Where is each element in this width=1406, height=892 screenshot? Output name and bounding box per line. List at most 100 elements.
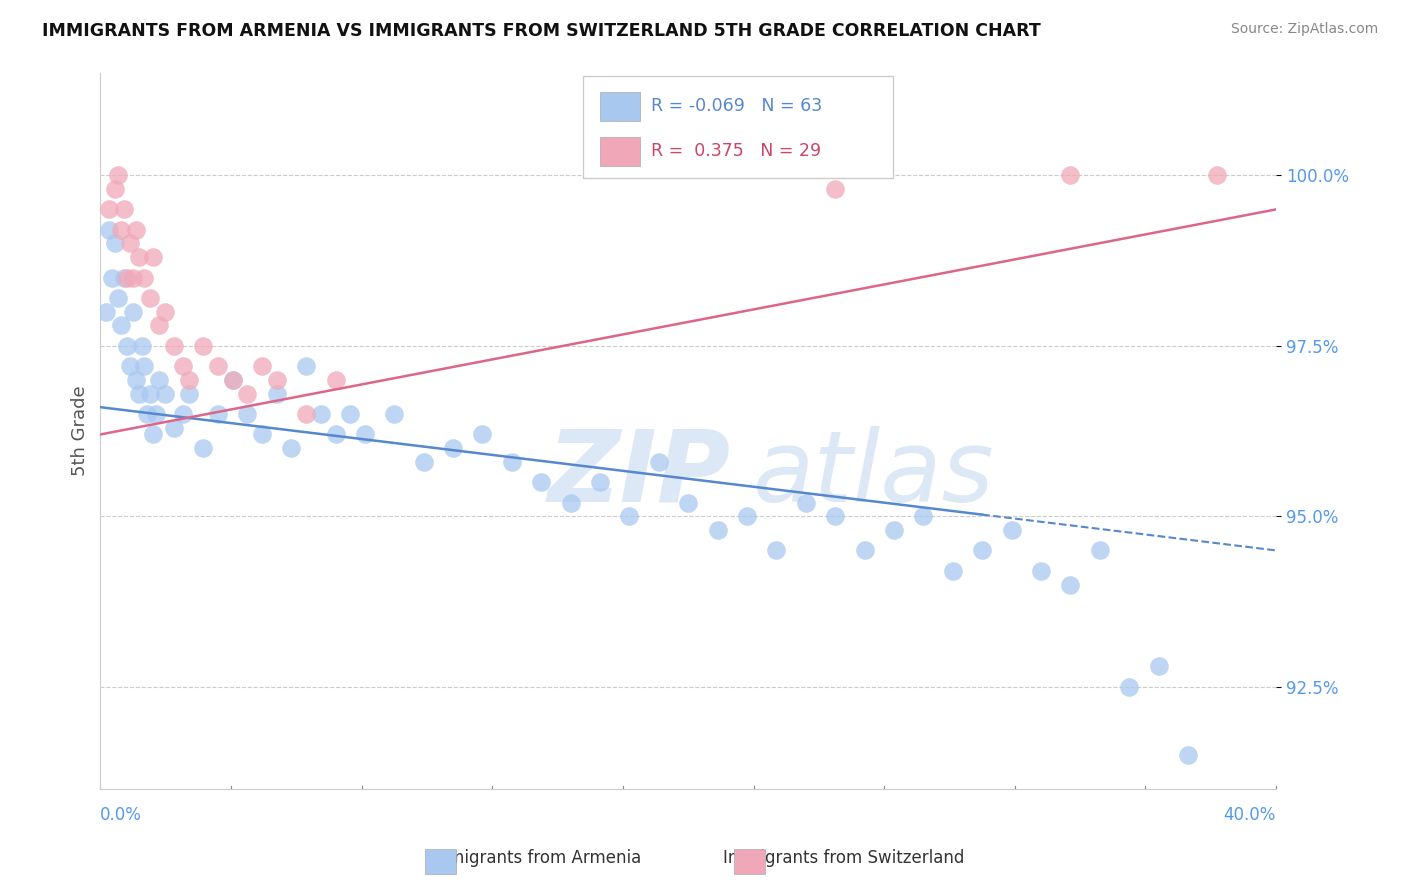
Point (142, 427, 165, 442)
Point (382, 407, 405, 421)
Point (824, 182, 846, 196)
Point (98, 202, 121, 217)
Point (121, 270, 143, 285)
Point (142, 250, 165, 264)
Point (236, 386, 259, 401)
Text: R = -0.069   N = 63: R = -0.069 N = 63 (651, 97, 823, 115)
Point (96, 304, 118, 318)
Point (735, 509, 758, 524)
Point (266, 386, 288, 401)
Point (112, 270, 135, 285)
Point (118, 359, 141, 374)
Point (236, 407, 259, 421)
Text: Immigrants from Switzerland: Immigrants from Switzerland (723, 849, 965, 867)
Point (131, 339, 153, 353)
Point (280, 441, 302, 455)
Point (177, 373, 200, 387)
Point (124, 373, 146, 387)
Point (134, 270, 156, 285)
Point (139, 291, 162, 305)
Point (824, 509, 846, 524)
Point (139, 386, 162, 401)
Point (98, 223, 121, 237)
Point (124, 223, 146, 237)
Point (121, 304, 143, 318)
Point (115, 270, 138, 285)
Point (136, 407, 159, 421)
Point (163, 420, 186, 434)
Point (765, 543, 787, 558)
Point (112, 202, 135, 217)
Point (221, 373, 243, 387)
Text: ZIP: ZIP (547, 425, 730, 523)
Point (1088, 543, 1111, 558)
Point (101, 270, 124, 285)
Text: 0.0%: 0.0% (100, 806, 142, 824)
Point (1000, 523, 1022, 537)
Point (193, 339, 215, 353)
Point (972, 543, 994, 558)
Point (883, 523, 905, 537)
Text: IMMIGRANTS FROM ARMENIA VS IMMIGRANTS FROM SWITZERLAND 5TH GRADE CORRELATION CHA: IMMIGRANTS FROM ARMENIA VS IMMIGRANTS FR… (42, 22, 1040, 40)
Point (560, 496, 582, 510)
Point (107, 291, 129, 305)
Point (153, 386, 176, 401)
Point (295, 407, 318, 421)
Text: Immigrants from Armenia: Immigrants from Armenia (427, 849, 641, 867)
Point (441, 441, 464, 455)
Point (250, 359, 273, 374)
Point (128, 386, 150, 401)
Point (1147, 659, 1170, 673)
Point (325, 373, 347, 387)
Text: R =  0.375   N = 29: R = 0.375 N = 29 (651, 143, 821, 161)
Point (266, 373, 288, 387)
Point (104, 182, 127, 196)
Point (501, 455, 523, 469)
Point (706, 523, 728, 537)
Point (354, 427, 377, 442)
Point (648, 455, 671, 469)
Point (148, 318, 170, 333)
Point (110, 223, 132, 237)
Point (942, 564, 965, 578)
Point (1029, 564, 1052, 578)
Text: atlas: atlas (752, 425, 994, 523)
Point (207, 407, 229, 421)
Point (115, 339, 138, 353)
Point (172, 359, 194, 374)
Text: 40.0%: 40.0% (1223, 806, 1277, 824)
Point (1206, 169, 1229, 183)
Point (110, 318, 132, 333)
Point (193, 441, 215, 455)
Point (1059, 169, 1081, 183)
Point (325, 427, 347, 442)
Point (172, 407, 194, 421)
Point (153, 304, 176, 318)
Point (207, 359, 229, 374)
Point (1177, 747, 1199, 762)
Point (221, 373, 243, 387)
Text: Source: ZipAtlas.com: Source: ZipAtlas.com (1230, 22, 1378, 37)
Point (163, 339, 186, 353)
Point (794, 496, 817, 510)
Point (339, 407, 361, 421)
Point (676, 496, 699, 510)
Point (134, 359, 156, 374)
Point (107, 169, 129, 183)
Point (309, 407, 332, 421)
Point (177, 386, 200, 401)
Point (1118, 680, 1140, 694)
Point (295, 359, 318, 374)
Point (589, 475, 612, 490)
Point (912, 509, 935, 524)
Point (619, 509, 641, 524)
Point (118, 236, 141, 251)
Point (530, 475, 553, 490)
Point (1059, 577, 1081, 591)
Point (471, 427, 494, 442)
Point (412, 455, 434, 469)
Point (104, 236, 127, 251)
Y-axis label: 5th Grade: 5th Grade (72, 385, 89, 476)
Point (145, 407, 167, 421)
Point (853, 543, 876, 558)
